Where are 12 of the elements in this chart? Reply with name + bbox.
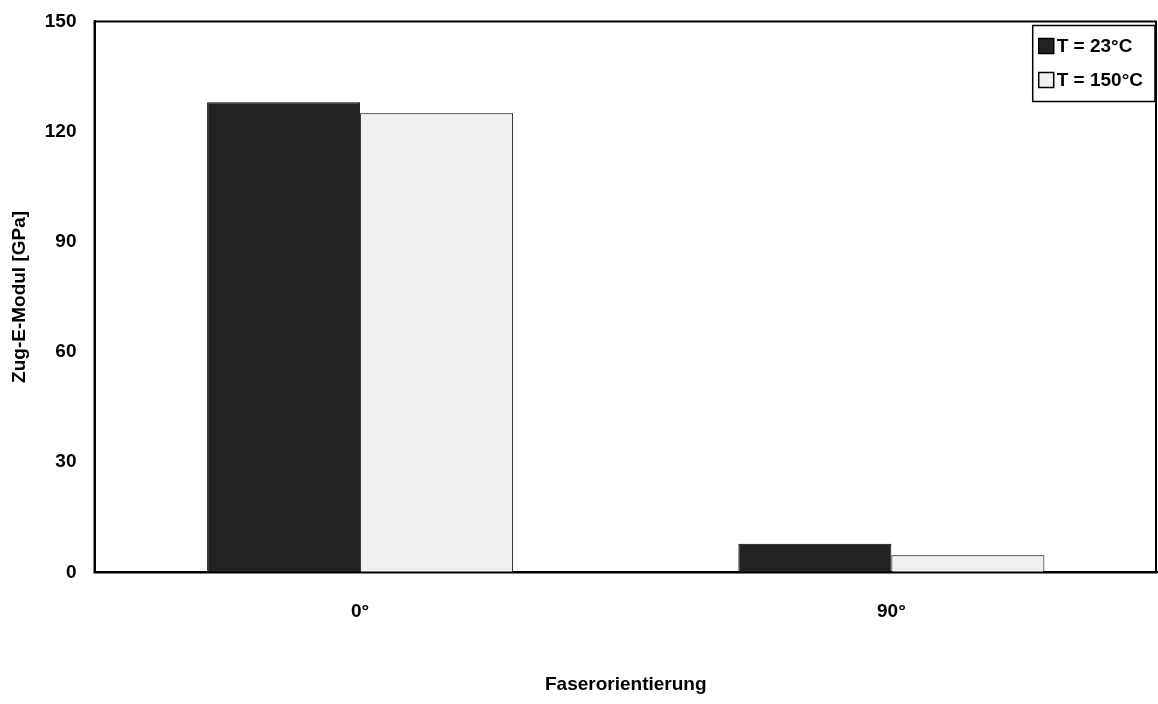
y-tick-label: 120 [44, 119, 77, 141]
y-axis-title: Zug-E-Modul [GPa] [7, 210, 29, 383]
legend-label: T = 23°C [1056, 34, 1133, 56]
x-tick-label: 90° [877, 600, 906, 622]
legend-label: T = 150°C [1056, 68, 1144, 90]
y-tick-label: 90 [55, 230, 77, 252]
y-tick-label: 60 [55, 340, 77, 362]
y-tick-label: 0 [65, 560, 77, 582]
y-tick-label: 30 [55, 450, 77, 472]
y-tick-label: 150 [44, 9, 77, 31]
x-tick-label: 0° [351, 600, 370, 622]
x-axis-title: Faserorientierung [544, 672, 707, 694]
